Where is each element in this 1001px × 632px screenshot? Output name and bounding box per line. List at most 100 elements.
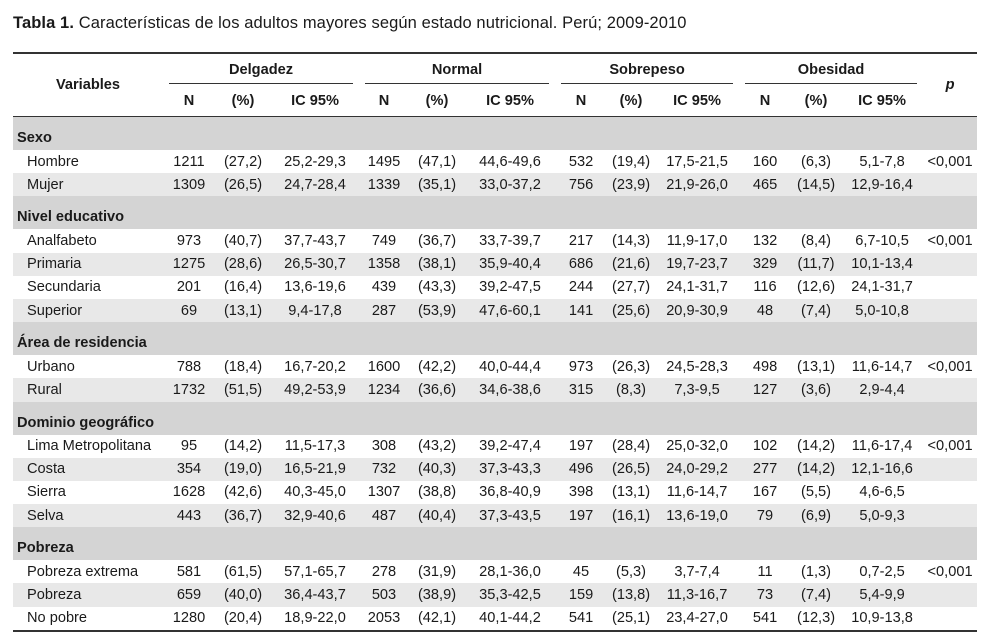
row-label: Lima Metropolitana bbox=[27, 438, 152, 455]
pct-cell: (43,3) bbox=[417, 279, 457, 296]
subheader-ic: IC 95% bbox=[291, 92, 339, 109]
ic-cell: 23,4-27,0 bbox=[666, 610, 728, 627]
ic-cell: 11,9-17,0 bbox=[666, 232, 728, 249]
n-cell: 159 bbox=[555, 583, 608, 607]
header-group-obesidad: Obesidad bbox=[739, 53, 923, 85]
ic-cell: 9,4-17,8 bbox=[271, 298, 359, 323]
ic-cell: 0,7-2,5 bbox=[859, 563, 905, 580]
table-row: No pobre 1280 (20,4) 18,9-22,0 2053 (42,1) 40,… bbox=[13, 607, 977, 631]
p-value-cell: <0,001 bbox=[927, 438, 973, 455]
n-cell: 354 bbox=[163, 457, 215, 481]
pct-cell: (28,4) bbox=[611, 438, 651, 455]
table-row: Sierra 1628 (42,6) 40,3-45,0 1307 (38,8) 36,8-… bbox=[13, 481, 977, 504]
ic-cell: 35,9-40,4 bbox=[465, 252, 556, 276]
n-cell: 541 bbox=[752, 610, 778, 627]
ic-cell: 12,9-16,4 bbox=[841, 173, 924, 197]
ic-cell: 11,3-16,7 bbox=[655, 583, 740, 607]
n-cell: 167 bbox=[752, 484, 778, 501]
n-cell: 116 bbox=[753, 279, 777, 296]
subheader-ic: IC 95% bbox=[673, 92, 721, 109]
pct-cell: (27,2) bbox=[223, 153, 263, 170]
row-label: Superior bbox=[13, 298, 163, 323]
pct-cell: (16,4) bbox=[223, 279, 263, 296]
table-row: Lima Metropolitana 95 (14,2) 11,5-17,3 308 (4… bbox=[13, 435, 977, 458]
ic-cell: 5,0-9,3 bbox=[841, 504, 924, 528]
pct-cell: (14,5) bbox=[791, 173, 842, 197]
n-cell: 487 bbox=[359, 504, 409, 528]
n-cell: 69 bbox=[163, 298, 215, 323]
n-cell: 45 bbox=[572, 563, 590, 580]
pct-cell: (12,3) bbox=[796, 610, 836, 627]
ic-cell: 10,1-13,4 bbox=[841, 252, 924, 276]
n-cell: 277 bbox=[739, 457, 792, 481]
pct-cell: (42,1) bbox=[417, 610, 457, 627]
ic-cell: 19,7-23,7 bbox=[655, 252, 740, 276]
pct-cell: (14,2) bbox=[791, 457, 842, 481]
n-cell: 1732 bbox=[163, 378, 215, 402]
row-label: Mujer bbox=[13, 173, 163, 197]
ic-cell: 11,5-17,3 bbox=[284, 438, 346, 455]
section-title: Pobreza bbox=[13, 527, 978, 561]
subheader-pct: (%) bbox=[231, 92, 255, 109]
ic-cell: 6,7-10,5 bbox=[855, 232, 909, 249]
section-title: Nivel educativo bbox=[13, 196, 978, 230]
row-label: Costa bbox=[13, 457, 163, 481]
subheader-ic: IC 95% bbox=[486, 92, 534, 109]
n-cell: 201 bbox=[176, 279, 202, 296]
n-cell: 315 bbox=[555, 378, 608, 402]
row-label: Sierra bbox=[27, 484, 66, 501]
pct-cell: (19,0) bbox=[215, 457, 271, 481]
ic-cell: 35,3-42,5 bbox=[465, 583, 556, 607]
ic-cell: 17,5-21,5 bbox=[666, 153, 728, 170]
pct-cell: (13,1) bbox=[611, 484, 651, 501]
pct-cell: (14,2) bbox=[223, 438, 263, 455]
n-cell: 659 bbox=[163, 583, 215, 607]
pct-cell: (40,7) bbox=[223, 232, 263, 249]
n-cell: 79 bbox=[739, 504, 792, 528]
n-cell: 686 bbox=[555, 252, 608, 276]
ic-cell: 5,0-10,8 bbox=[841, 298, 924, 323]
pct-cell: (13,1) bbox=[796, 358, 836, 375]
ic-cell: 3,7-7,4 bbox=[674, 563, 720, 580]
pct-cell: (14,3) bbox=[611, 232, 651, 249]
n-cell: 503 bbox=[359, 583, 409, 607]
pct-cell: (7,4) bbox=[791, 298, 842, 323]
pct-cell: (40,0) bbox=[215, 583, 271, 607]
pct-cell: (51,5) bbox=[215, 378, 271, 402]
n-cell: 532 bbox=[568, 153, 594, 170]
pct-cell: (26,5) bbox=[215, 173, 271, 197]
pct-cell: (11,7) bbox=[791, 252, 842, 276]
ic-cell: 36,4-43,7 bbox=[271, 583, 359, 607]
ic-cell: 26,5-30,7 bbox=[271, 252, 359, 276]
ic-cell: 10,9-13,8 bbox=[851, 610, 913, 627]
row-label: Rural bbox=[13, 378, 163, 402]
n-cell: 1628 bbox=[172, 484, 206, 501]
ic-cell: 47,6-60,1 bbox=[465, 298, 556, 323]
section-row: Dominio geográfico bbox=[13, 401, 978, 435]
pct-cell: (23,9) bbox=[607, 173, 656, 197]
ic-cell: 5,4-9,9 bbox=[841, 583, 924, 607]
n-cell: 788 bbox=[176, 358, 202, 375]
ic-cell: 12,1-16,6 bbox=[841, 457, 924, 481]
ic-cell: 28,1-36,0 bbox=[479, 563, 541, 580]
table-row: Selva 443 (36,7) 32,9-40,6 487 (40,4) 37,3-43,… bbox=[13, 504, 978, 528]
n-cell: 541 bbox=[568, 610, 594, 627]
pct-cell: (26,5) bbox=[607, 457, 656, 481]
row-label: Primaria bbox=[13, 252, 163, 276]
table-row: Pobreza extrema 581 (61,5) 57,1-65,7 278 (31,… bbox=[13, 560, 977, 583]
table-caption-text: Características de los adultos mayores s… bbox=[74, 14, 687, 32]
ic-cell: 44,6-49,6 bbox=[479, 153, 541, 170]
p-value-cell bbox=[923, 298, 978, 323]
n-cell: 1495 bbox=[367, 153, 401, 170]
pct-cell: (38,9) bbox=[409, 583, 465, 607]
ic-cell: 33,0-37,2 bbox=[465, 173, 556, 197]
pct-cell: (20,4) bbox=[223, 610, 263, 627]
ic-cell: 36,8-40,9 bbox=[479, 484, 541, 501]
ic-cell: 24,5-28,3 bbox=[666, 358, 728, 375]
ic-cell: 24,0-29,2 bbox=[655, 457, 740, 481]
pct-cell: (6,9) bbox=[791, 504, 842, 528]
ic-cell: 21,9-26,0 bbox=[655, 173, 740, 197]
pct-cell: (36,7) bbox=[215, 504, 271, 528]
header-group-sobrepeso: Sobrepeso bbox=[555, 53, 739, 85]
n-cell: 1309 bbox=[163, 173, 215, 197]
